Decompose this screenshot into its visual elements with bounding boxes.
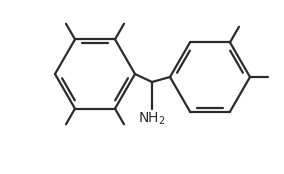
Text: NH$_2$: NH$_2$ [138,111,166,127]
